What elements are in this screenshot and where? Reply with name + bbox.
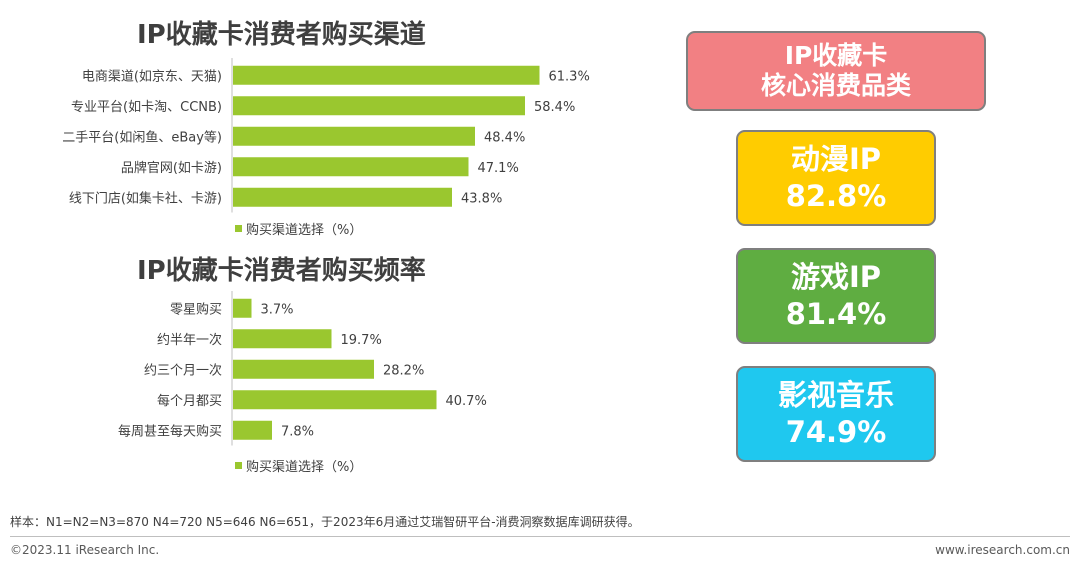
category-card-anime: 动漫IP 82.8% xyxy=(736,130,936,226)
category-name: 影视音乐 xyxy=(777,378,894,412)
footer-divider xyxy=(10,536,1070,537)
legend-swatch xyxy=(235,462,242,469)
category-label: 二手平台(如闲鱼、eBay等) xyxy=(62,129,222,145)
data-label: 7.8% xyxy=(281,424,314,439)
copyright: ©2023.11 iResearch Inc. xyxy=(10,543,160,557)
bar xyxy=(233,157,469,177)
sample-footnote: 样本：N1=N2=N3=870 N4=720 N5=646 N6=651，于20… xyxy=(10,515,640,529)
bar xyxy=(233,96,525,116)
channel-legend: 购买渠道选择（%） xyxy=(235,219,362,238)
category-share: 81.4% xyxy=(785,297,887,331)
bar xyxy=(233,329,332,349)
chart-title-channels: IP收藏卡消费者购买渠道 xyxy=(137,20,426,50)
data-label: 19.7% xyxy=(341,333,382,348)
data-label: 3.7% xyxy=(261,302,294,317)
chart-title-frequency: IP收藏卡消费者购买频率 xyxy=(137,256,426,286)
channel-bar-chart: 电商渠道(如京东、天猫) 61.3% 专业平台(如卡淘、CCNB) 58.4% 二手平台… xyxy=(62,58,590,213)
data-label: 43.8% xyxy=(461,191,502,206)
category-label: 约三个月一次 xyxy=(144,362,222,378)
bar xyxy=(233,187,452,207)
category-label: 线下门店(如集卡社、卡游) xyxy=(69,190,222,206)
category-label: 品牌官网(如卡游) xyxy=(121,160,222,176)
category-label: 电商渠道(如京东、天猫) xyxy=(82,68,222,84)
data-label: 58.4% xyxy=(534,100,575,115)
header-line-1: IP收藏卡 xyxy=(784,41,888,70)
website-link[interactable]: www.iresearch.com.cn xyxy=(935,543,1070,557)
category-card-game: 游戏IP 81.4% xyxy=(736,248,936,344)
category-label: 每个月都买 xyxy=(157,393,222,409)
frequency-legend: 购买渠道选择（%） xyxy=(235,456,362,475)
category-label: 约半年一次 xyxy=(157,332,222,348)
category-share: 82.8% xyxy=(785,179,887,213)
data-label: 28.2% xyxy=(383,363,424,378)
bar xyxy=(233,359,374,379)
category-label: 专业平台(如卡淘、CCNB) xyxy=(71,99,222,115)
data-label: 47.1% xyxy=(478,161,519,176)
core-category-header: IP收藏卡 核心消费品类 xyxy=(686,31,986,111)
category-label: 零星购买 xyxy=(170,301,222,317)
category-label: 每周甚至每天购买 xyxy=(118,423,222,439)
category-name: 游戏IP xyxy=(790,260,882,294)
category-share: 74.9% xyxy=(785,415,887,449)
bar xyxy=(233,420,272,440)
data-label: 61.3% xyxy=(549,69,590,84)
bar xyxy=(233,390,437,410)
bar xyxy=(233,298,252,318)
legend-label: 购买渠道选择（%） xyxy=(246,460,363,475)
category-name: 动漫IP xyxy=(790,142,882,176)
legend-swatch xyxy=(235,225,242,232)
data-label: 48.4% xyxy=(484,130,525,145)
data-label: 40.7% xyxy=(446,394,487,409)
header-line-2: 核心消费品类 xyxy=(760,71,911,100)
frequency-bar-chart: 零星购买 3.7% 约半年一次 19.7% 约三个月一次 28.2% 每个月都买 40.7% 每… xyxy=(118,291,487,446)
bar xyxy=(233,126,475,146)
legend-label: 购买渠道选择（%） xyxy=(246,223,363,238)
bar xyxy=(233,65,540,85)
category-card-film-music: 影视音乐 74.9% xyxy=(736,366,936,462)
